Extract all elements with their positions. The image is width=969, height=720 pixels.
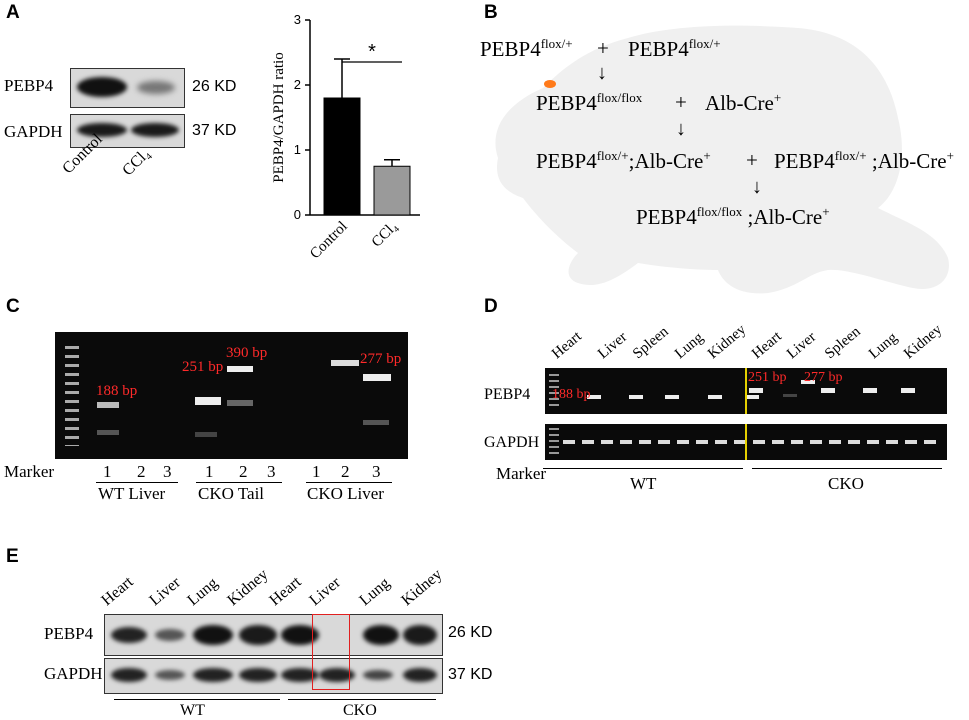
marker-label-d: Marker bbox=[496, 464, 547, 483]
panel-letter-c: C bbox=[6, 296, 20, 317]
y-tick-label: 2 bbox=[294, 77, 301, 92]
band-label-188bp: 188 bp bbox=[96, 383, 138, 399]
panel-letter-a: A bbox=[6, 2, 20, 23]
band-label-251bp-d: 251 bp bbox=[748, 370, 787, 385]
arrow-down-icon: ↓ bbox=[676, 118, 686, 140]
group-label-cko-tail: CKO Tail bbox=[198, 484, 265, 503]
blot-size-37kd: 37 KD bbox=[192, 122, 237, 139]
western-blot-e-pebp4 bbox=[104, 614, 443, 656]
genotype-alb-cre: Alb-Cre+ bbox=[705, 90, 782, 115]
y-axis-label: PEBP4/GAPDH ratio bbox=[271, 52, 287, 182]
blot-size-37kd-e: 37 KD bbox=[448, 666, 493, 683]
western-blot-pebp4 bbox=[70, 68, 185, 108]
marker-label-c: Marker bbox=[4, 462, 55, 481]
tissue-label: Liver bbox=[306, 573, 344, 610]
blot-row-label-gapdh: GAPDH bbox=[4, 122, 63, 141]
genotype-cko: PEBP4flox/flox ;Alb-Cre+ bbox=[636, 204, 830, 229]
tissue-label: Lung bbox=[672, 329, 707, 363]
y-tick-label: 3 bbox=[294, 12, 301, 27]
group-underline-cko-e bbox=[288, 699, 436, 700]
x-tick-label-0: Control bbox=[307, 219, 351, 263]
arrow-down-icon: ↓ bbox=[752, 176, 762, 198]
tissue-label: Heart bbox=[749, 328, 785, 363]
lane-num: 2 bbox=[239, 462, 248, 481]
group-label-wt-liver: WT Liver bbox=[98, 484, 166, 503]
blot-size-26kd-e: 26 KD bbox=[448, 624, 493, 641]
band-label-390bp: 390 bp bbox=[226, 345, 268, 361]
tissue-label: Spleen bbox=[822, 323, 864, 363]
tissue-label: Liver bbox=[595, 329, 631, 363]
group-label-wt: WT bbox=[630, 474, 657, 493]
bar-1 bbox=[373, 165, 411, 216]
panel-letter-b: B bbox=[484, 2, 498, 23]
western-blot-gapdh bbox=[70, 114, 185, 148]
group-underline bbox=[306, 482, 392, 483]
cross-plus-3: + bbox=[746, 148, 758, 172]
blot-size-26kd: 26 KD bbox=[192, 78, 237, 95]
lane-num: 2 bbox=[137, 462, 146, 481]
tissue-label: Liver bbox=[784, 329, 820, 363]
blot-lane-ccl4: CCl₄ bbox=[119, 145, 154, 180]
group-label-cko: CKO bbox=[828, 474, 864, 493]
tissue-label: Liver bbox=[146, 573, 184, 610]
group-label-cko-e: CKO bbox=[343, 702, 377, 719]
tissue-label: Heart bbox=[266, 573, 305, 610]
genotype-parent-1: PEBP4flox/+ bbox=[480, 36, 573, 61]
tissue-label: Kidney bbox=[901, 321, 946, 363]
pcr-gel-d-gapdh bbox=[545, 424, 947, 460]
lane-num: 2 bbox=[341, 462, 350, 481]
lane-num: 3 bbox=[267, 462, 276, 481]
gel-row-label-pebp4: PEBP4 bbox=[484, 386, 531, 403]
western-blot-e-gapdh bbox=[104, 658, 443, 694]
tissue-label: Kidney bbox=[224, 565, 272, 610]
bar-0 bbox=[323, 97, 361, 216]
band-label-188bp-d: 188 bp bbox=[552, 387, 591, 402]
lane-num: 1 bbox=[205, 462, 214, 481]
tissue-label: Kidney bbox=[705, 321, 750, 363]
arrow-down-icon: ↓ bbox=[597, 62, 607, 84]
pcr-gel-d-pebp4 bbox=[545, 368, 947, 414]
band-label-277bp: 277 bp bbox=[360, 351, 402, 367]
y-tick-label: 1 bbox=[294, 142, 301, 157]
group-underline bbox=[196, 482, 282, 483]
tissue-label: Lung bbox=[184, 574, 222, 610]
cross-plus-1: + bbox=[597, 36, 609, 60]
tissue-label: Lung bbox=[866, 329, 901, 363]
genotype-flox-flox: PEBP4flox/flox bbox=[536, 90, 643, 115]
group-underline-cko bbox=[752, 468, 942, 469]
genotype-parent-2: PEBP4flox/+ bbox=[628, 36, 721, 61]
group-underline-wt bbox=[543, 468, 743, 469]
group-label-wt-e: WT bbox=[180, 702, 205, 719]
blot-row-label-gapdh-e: GAPDH bbox=[44, 664, 103, 683]
gel-row-label-gapdh: GAPDH bbox=[484, 434, 540, 451]
lane-num: 1 bbox=[312, 462, 321, 481]
band-label-251bp: 251 bp bbox=[182, 359, 224, 375]
bar-chart-pebp4-ratio: 0 1 2 3 PEBP4/GAPDH ratio Control CCl₄ * bbox=[271, 12, 420, 263]
tissue-label: Heart bbox=[98, 573, 137, 610]
tissue-label: Kidney bbox=[398, 565, 446, 610]
blot-row-label-pebp4-e: PEBP4 bbox=[44, 624, 94, 643]
lane-num: 1 bbox=[103, 462, 112, 481]
panel-letter-e: E bbox=[6, 546, 19, 567]
genotype-f1-2: PEBP4flox/+ ;Alb-Cre+ bbox=[774, 148, 954, 173]
pcr-gel-c bbox=[55, 332, 408, 459]
tissue-label: Spleen bbox=[630, 323, 672, 363]
lane-num: 3 bbox=[163, 462, 172, 481]
significance-star: * bbox=[368, 41, 376, 63]
genotype-f1-1: PEBP4flox/+;Alb-Cre+ bbox=[536, 148, 711, 173]
lane-num: 3 bbox=[372, 462, 381, 481]
group-label-cko-liver: CKO Liver bbox=[307, 484, 384, 503]
tissue-label: Lung bbox=[356, 574, 394, 610]
band-label-277bp-d: 277 bp bbox=[804, 370, 843, 385]
panel-letter-d: D bbox=[484, 296, 498, 317]
tissue-label: Heart bbox=[549, 328, 585, 363]
group-underline bbox=[96, 482, 178, 483]
highlight-box-cko-liver bbox=[312, 614, 350, 690]
mouse-silhouette bbox=[495, 25, 949, 294]
x-tick-label-1: CCl₄ bbox=[369, 219, 401, 251]
cross-plus-2: + bbox=[675, 90, 687, 114]
group-underline-wt-e bbox=[114, 699, 280, 700]
y-tick-label: 0 bbox=[294, 207, 301, 222]
blot-row-label-pebp4: PEBP4 bbox=[4, 76, 54, 95]
